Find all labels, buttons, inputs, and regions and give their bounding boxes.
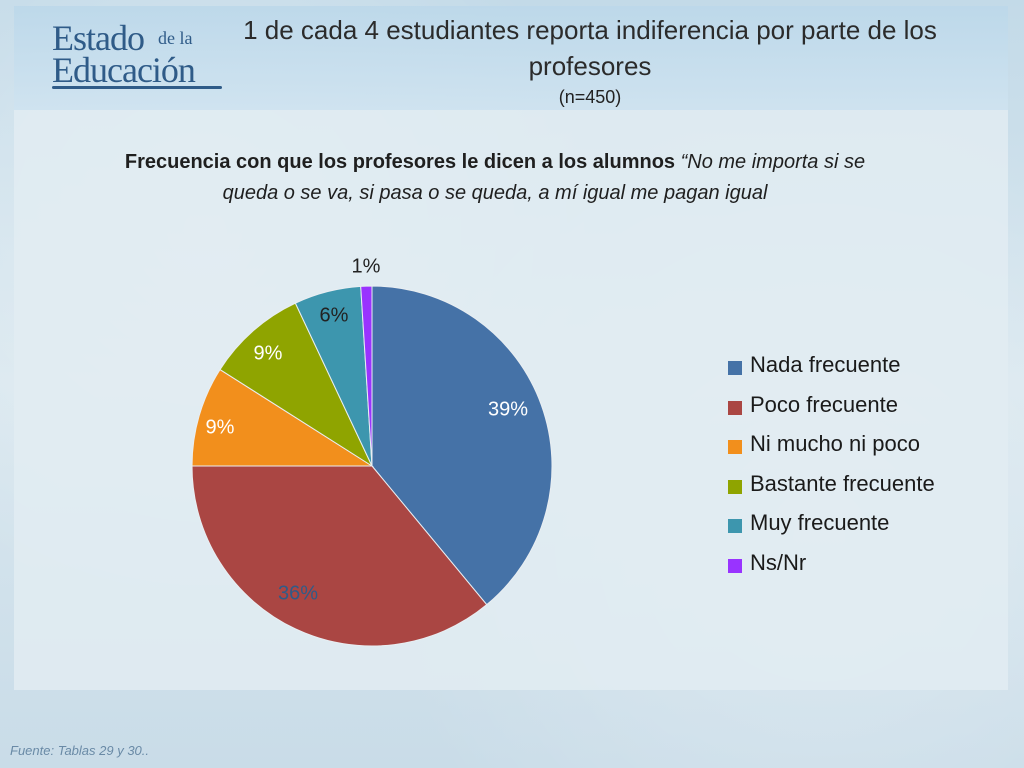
legend-swatch (728, 519, 742, 534)
legend-swatch (728, 479, 742, 494)
legend-label: Ns/Nr (750, 549, 807, 575)
estado-de-la-educacion-logo: Estado de la Educación (52, 20, 232, 90)
pie-slice-ni-mucho-ni-poco (191, 368, 374, 467)
legend-item: Poco frecuente (728, 390, 998, 430)
legend-label: Nada frecuente (750, 352, 901, 377)
chart-legend: Nada frecuente Poco frecuente Ni mucho ni … (728, 350, 998, 588)
header-band (14, 6, 1008, 110)
logo-line2: Educación (52, 50, 196, 90)
sample-size: (n=450) (558, 87, 622, 107)
legend-label: Poco frecuente (750, 391, 898, 417)
logo-underline (52, 86, 222, 89)
data-label-2: 36% (278, 582, 318, 604)
legend-label: Muy frecuente (750, 510, 890, 536)
chart-title-quote: “No me importa si se queda o se va, si p… (222, 151, 866, 204)
data-label-3: 9% (206, 416, 235, 438)
slide-title: 1 de cada 4 estudiantes reporta indifere… (243, 15, 937, 81)
data-label-6: 1% (352, 255, 381, 277)
legend-item: Ni mucho ni poco (728, 429, 998, 469)
legend-swatch (728, 558, 742, 573)
data-label-5: 6% (320, 304, 349, 326)
legend-item: Nada frecuente (728, 350, 998, 390)
legend-item: Bastante frecuente (728, 469, 998, 509)
legend-swatch (728, 361, 742, 375)
legend-item: Ns/Nr (728, 548, 998, 588)
pie-slice-ns-nr (360, 285, 373, 467)
data-label-4: 9% (254, 342, 283, 364)
data-label-1: 39% (488, 398, 528, 420)
pie-slice-nada-frecuente (371, 285, 553, 606)
logo-small: de la (158, 28, 193, 48)
legend-item: Muy frecuente (728, 508, 998, 548)
legend-swatch (728, 400, 742, 415)
pie-slice-poco-frecuente (191, 465, 488, 647)
legend-label: Bastante frecuente (750, 470, 935, 496)
chart-title-bold: Frecuencia con que los profesores le dic… (124, 151, 676, 173)
chart-title: Frecuencia con que los profesores le dic… (120, 147, 870, 209)
pie-slice-bastante-frecuente (219, 302, 374, 468)
legend-label: Ni mucho ni poco (750, 431, 920, 457)
legend-swatch (728, 440, 742, 455)
source-footnote: Fuente: Tablas 29 y 30.. (10, 743, 150, 758)
logo-line1: Estado (52, 18, 145, 58)
